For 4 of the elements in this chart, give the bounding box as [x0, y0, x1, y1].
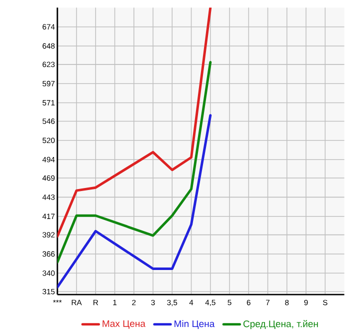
legend-label: Min Цена — [174, 320, 215, 329]
legend-label: Сред.Цена, т.йен — [243, 320, 318, 329]
line-series — [57, 114, 212, 288]
legend-label: Max Цена — [102, 320, 146, 329]
